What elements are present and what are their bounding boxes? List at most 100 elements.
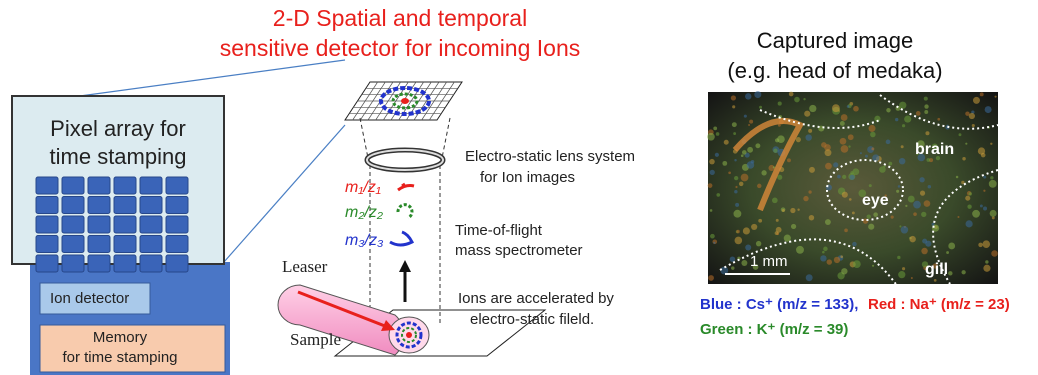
title-line: sensitive detector for incoming Ions: [220, 35, 581, 61]
speck: [797, 209, 799, 211]
legend-entry: Red : Na⁺ (m/z = 23): [868, 296, 1010, 313]
speck: [777, 175, 782, 180]
speck: [898, 271, 905, 278]
scale-label: 1 mm: [750, 253, 788, 270]
speck: [742, 150, 747, 155]
speck: [867, 214, 871, 218]
speck: [844, 228, 848, 232]
speck: [743, 227, 750, 234]
speck: [794, 97, 800, 103]
speck: [982, 240, 990, 248]
speck: [772, 197, 778, 203]
speck: [848, 134, 854, 140]
ion-detector-label: Ion detector: [50, 290, 129, 307]
speck: [899, 225, 901, 227]
speck: [790, 208, 795, 213]
speck: [995, 96, 997, 98]
speck: [782, 209, 785, 212]
speck: [789, 92, 794, 97]
pixel: [36, 236, 58, 253]
speck: [745, 93, 751, 99]
pixel: [140, 236, 162, 253]
speck: [710, 234, 715, 239]
speck: [823, 247, 828, 252]
pixel: [166, 197, 188, 214]
speck: [747, 147, 753, 153]
pixel-label: time stamping: [50, 144, 187, 169]
speck: [773, 166, 775, 168]
speck: [736, 230, 740, 234]
pixel: [166, 216, 188, 233]
speck: [899, 158, 905, 164]
pixel: [36, 216, 58, 233]
speck: [972, 210, 980, 218]
speck: [731, 95, 736, 100]
speck: [980, 205, 983, 208]
speck: [757, 184, 761, 188]
pixel: [114, 177, 136, 194]
speck: [886, 108, 890, 112]
speck: [848, 145, 850, 147]
speck: [948, 243, 955, 250]
tof-label: mass spectrometer: [455, 242, 583, 259]
speck: [710, 170, 715, 175]
speck: [833, 162, 838, 167]
speck: [919, 177, 924, 182]
speck: [962, 157, 965, 160]
image-label: eye: [862, 192, 889, 209]
speck: [909, 236, 915, 242]
speck: [732, 105, 735, 108]
image-label: brain: [915, 141, 954, 158]
pixel: [36, 197, 58, 214]
speck: [924, 110, 928, 114]
speck: [806, 274, 813, 281]
speck: [990, 210, 997, 217]
pixel: [114, 236, 136, 253]
speck: [733, 210, 741, 218]
speck: [759, 106, 762, 109]
speck: [965, 143, 967, 145]
speck: [847, 105, 850, 108]
speck: [968, 192, 971, 195]
legend-entry: Green : K⁺ (m/z = 39): [700, 321, 848, 338]
speck: [925, 241, 931, 247]
connector: [80, 60, 345, 96]
speck: [808, 190, 811, 193]
pixel: [88, 236, 110, 253]
speck: [899, 102, 906, 109]
speck: [761, 170, 766, 175]
speck: [842, 192, 848, 198]
speck: [913, 201, 921, 209]
speck: [967, 204, 971, 208]
speck: [808, 129, 812, 133]
speck: [791, 224, 796, 229]
speck: [821, 142, 827, 148]
sample-label: Sample: [290, 330, 341, 349]
detector-plane: [345, 82, 462, 120]
speck: [741, 154, 744, 157]
speck: [842, 175, 846, 179]
pixel: [140, 197, 162, 214]
speck: [920, 191, 925, 196]
speck: [751, 224, 757, 230]
speck: [978, 147, 985, 154]
speck: [959, 133, 962, 136]
speck: [754, 91, 761, 98]
speck: [722, 161, 727, 166]
pixel: [140, 177, 162, 194]
speck: [849, 198, 852, 201]
speck: [916, 111, 921, 116]
speck: [985, 260, 988, 263]
speck: [805, 134, 811, 140]
speck: [905, 205, 907, 207]
pixel: [114, 197, 136, 214]
pixel-label: Pixel array for: [50, 116, 186, 141]
speck: [713, 126, 717, 130]
speck: [852, 168, 859, 175]
speck: [825, 163, 832, 170]
speck: [961, 270, 965, 274]
speck: [853, 260, 861, 268]
speck: [973, 97, 980, 104]
ion-label: m₃/z₃: [345, 232, 383, 249]
memory-label: Memory: [93, 329, 148, 346]
